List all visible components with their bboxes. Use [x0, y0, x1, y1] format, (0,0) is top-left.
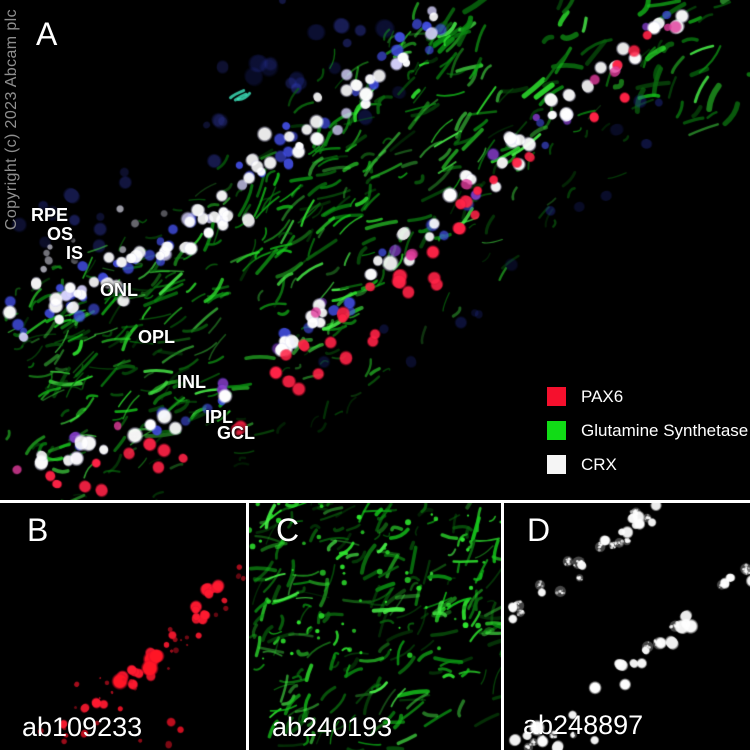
layer-label-rpe: RPE	[31, 205, 69, 225]
legend-row-crx: CRX	[547, 455, 748, 474]
panel-b-label: B	[27, 512, 49, 548]
layer-label-onl: ONL	[100, 280, 138, 300]
layer-label-is: IS	[66, 243, 84, 263]
crx-color-swatch	[547, 455, 566, 474]
divider-vertical-bc	[246, 503, 249, 750]
pax6-color-swatch	[547, 387, 566, 406]
legend-label-pax6: PAX6	[581, 387, 624, 406]
divider-vertical-cd	[501, 503, 504, 750]
panel-d-image	[504, 503, 750, 750]
panel-c-image	[249, 503, 501, 750]
layer-label-ipl: IPL	[205, 407, 234, 427]
panel-b-image	[0, 503, 246, 750]
panel-c-label: C	[276, 512, 300, 548]
legend: PAX6 Glutamine Synthetase CRX	[547, 387, 748, 489]
panel-c-antibody-code: ab240193	[272, 712, 393, 742]
legend-label-crx: CRX	[581, 455, 617, 474]
copyright-text: Copyright (c) 2023 Abcam plc	[3, 9, 20, 231]
panel-a-label: A	[36, 16, 58, 52]
layer-label-inl: INL	[177, 372, 206, 392]
layer-label-opl: OPL	[138, 327, 176, 347]
divider-horizontal	[0, 500, 750, 503]
legend-row-glutamine-synthetase: Glutamine Synthetase	[547, 421, 748, 440]
glutamine-synthetase-color-swatch	[547, 421, 566, 440]
panel-a-image	[0, 0, 750, 500]
legend-label-glutamine-synthetase: Glutamine Synthetase	[581, 421, 749, 440]
layer-label-os: OS	[47, 224, 74, 244]
legend-row-pax6: PAX6	[547, 387, 748, 406]
panel-d-antibody-code: ab248897	[523, 710, 644, 740]
panel-d-label: D	[527, 512, 551, 548]
layer-label-gcl: GCL	[217, 423, 255, 443]
panel-b-antibody-code: ab109233	[22, 712, 143, 742]
